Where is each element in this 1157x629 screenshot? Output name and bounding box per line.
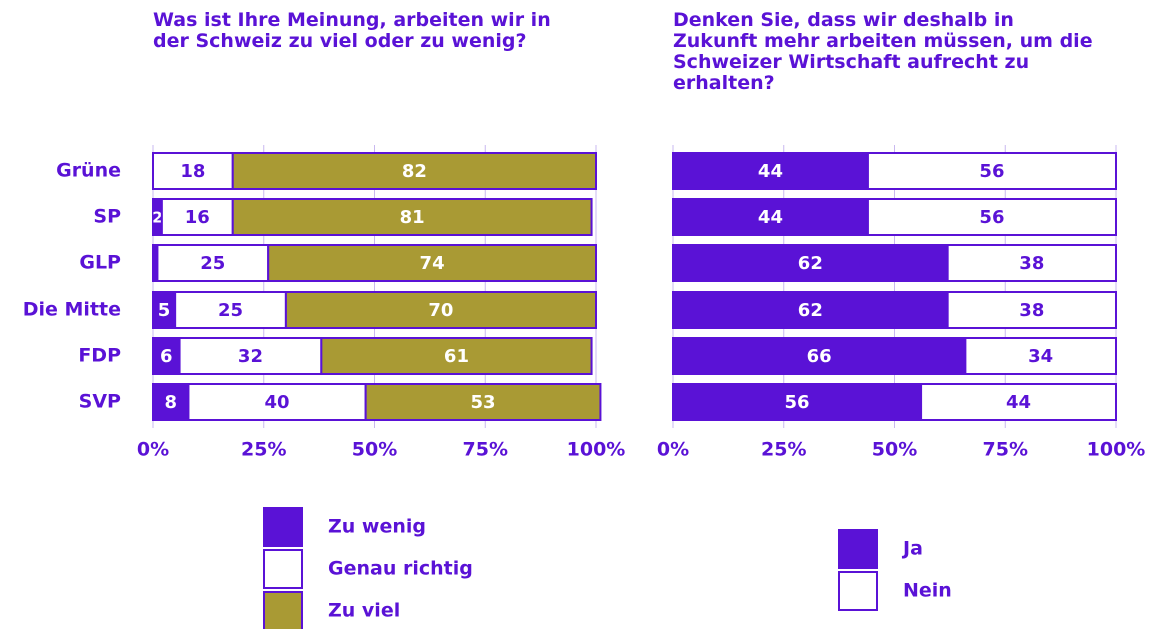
bar-segment xyxy=(866,198,1117,236)
x-tick-label: 100% xyxy=(567,439,626,461)
bar-segment xyxy=(866,152,1117,190)
data-label: 18 xyxy=(180,161,205,182)
legend-swatch xyxy=(263,591,303,629)
bar-segment xyxy=(152,383,190,421)
data-label: 56 xyxy=(979,161,1004,182)
category-label: GLP xyxy=(79,252,121,274)
data-label: 62 xyxy=(798,300,823,321)
legend-swatch xyxy=(263,549,303,589)
x-tick-label: 25% xyxy=(761,439,806,461)
data-label: 61 xyxy=(444,346,469,367)
data-label: 32 xyxy=(238,346,263,367)
bar-segment xyxy=(231,198,593,236)
data-label: 70 xyxy=(428,300,453,321)
x-tick-label: 100% xyxy=(1087,439,1146,461)
data-label: 74 xyxy=(420,253,445,274)
data-label: 66 xyxy=(807,346,832,367)
legend-swatch xyxy=(838,571,878,611)
chart-title: Denken Sie, dass wir deshalb in Zukunft … xyxy=(673,9,1093,94)
legend-label: Zu viel xyxy=(328,600,400,622)
bar-segment xyxy=(284,291,597,329)
data-label: 8 xyxy=(164,392,177,413)
data-label: 6 xyxy=(160,346,173,367)
legend-swatch xyxy=(263,507,303,547)
bar-segment xyxy=(364,383,602,421)
category-label: Grüne xyxy=(56,160,121,182)
bar-segment xyxy=(672,337,967,375)
bar-segment xyxy=(231,152,598,190)
x-tick-label: 75% xyxy=(463,439,508,461)
data-label: 62 xyxy=(798,253,823,274)
category-label: SVP xyxy=(79,391,121,413)
data-label: 44 xyxy=(1006,392,1031,413)
legend-label: Nein xyxy=(903,580,952,602)
data-label: 82 xyxy=(402,161,427,182)
bar-segment xyxy=(672,152,869,190)
data-label: 38 xyxy=(1019,300,1044,321)
bar-segment xyxy=(174,291,287,329)
chart-title: Was ist Ihre Meinung, arbeiten wir in de… xyxy=(153,9,551,52)
bar-segment xyxy=(267,244,597,282)
bar-segment xyxy=(964,337,1117,375)
bar-segment xyxy=(672,244,949,282)
bar-segment xyxy=(920,383,1118,421)
data-label: 25 xyxy=(200,253,225,274)
bar-segment xyxy=(156,244,270,282)
legend-label: Genau richtig xyxy=(328,558,473,580)
category-label: Die Mitte xyxy=(23,299,121,321)
bar-segment xyxy=(320,337,593,375)
data-label: 44 xyxy=(758,161,783,182)
bar-segment xyxy=(152,152,234,190)
legend-label: Zu wenig xyxy=(328,516,426,538)
bar-segment xyxy=(946,244,1117,282)
category-label: FDP xyxy=(78,345,121,367)
bar-segment xyxy=(946,291,1117,329)
data-label: 53 xyxy=(471,392,496,413)
legend-label: Ja xyxy=(901,538,923,560)
data-label: 44 xyxy=(758,207,783,228)
data-label: 16 xyxy=(185,207,210,228)
data-label: 5 xyxy=(158,300,171,321)
bar-segment xyxy=(672,198,869,236)
x-tick-label: 25% xyxy=(241,439,286,461)
bar-segment xyxy=(672,383,923,421)
category-label: SP xyxy=(93,206,121,228)
data-label: 81 xyxy=(400,207,425,228)
data-label: 38 xyxy=(1019,253,1044,274)
data-label: 56 xyxy=(785,392,810,413)
data-label: 34 xyxy=(1028,346,1053,367)
legend-swatch xyxy=(838,529,878,569)
data-label: 25 xyxy=(218,300,243,321)
x-tick-label: 50% xyxy=(872,439,917,461)
x-tick-label: 75% xyxy=(983,439,1028,461)
x-tick-label: 0% xyxy=(137,439,169,461)
data-label: 56 xyxy=(979,207,1004,228)
data-label: 2 xyxy=(152,209,162,227)
bar-segment xyxy=(672,291,949,329)
x-tick-label: 0% xyxy=(657,439,689,461)
bar-segment xyxy=(160,198,234,236)
x-tick-label: 50% xyxy=(352,439,397,461)
data-label: 40 xyxy=(265,392,290,413)
